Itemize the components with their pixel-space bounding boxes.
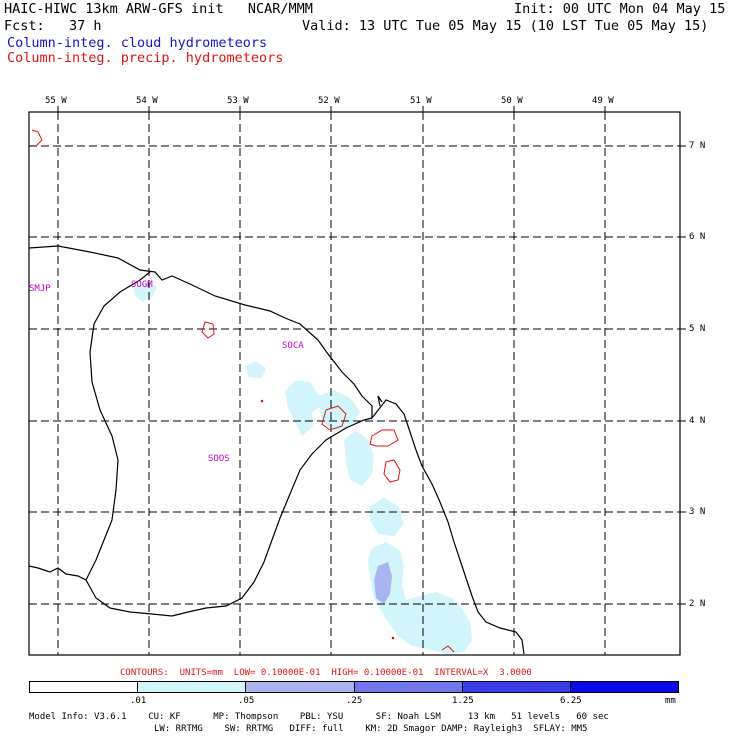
legend-precip: Column-integ. precip. hydrometeors xyxy=(7,50,284,66)
header-valid: Valid: 13 UTC Tue 05 May 15 (10 LST Tue … xyxy=(302,18,709,34)
cloud-patch xyxy=(374,562,392,604)
lon-label: 49 W xyxy=(592,96,614,106)
colorbar-tick: 6.25 xyxy=(560,696,582,706)
header-title: HAIC-HIWC 13km ARW-GFS init NCAR/MMM xyxy=(4,1,313,17)
precip-contours xyxy=(31,129,455,653)
lon-label: 54 W xyxy=(136,96,158,106)
map-frame xyxy=(28,111,681,656)
cloud-patch xyxy=(285,380,324,436)
cloud-shading xyxy=(134,282,472,654)
station-label: SMJP xyxy=(29,284,51,294)
colorbar-tick: .05 xyxy=(238,696,255,706)
precip-contour xyxy=(441,645,455,653)
colorbar xyxy=(29,681,679,693)
lon-label: 53 W xyxy=(227,96,249,106)
colorbar-cell xyxy=(30,682,139,692)
coastlines xyxy=(28,245,525,655)
lat-label: 4 N xyxy=(689,416,706,426)
lat-label: 2 N xyxy=(689,599,706,609)
cloud-patch xyxy=(245,361,266,378)
contour-info: CONTOURS: UNITS=mm LOW= 0.10000E-01 HIGH… xyxy=(120,668,532,678)
precip-contour xyxy=(369,429,399,447)
lat-label: 3 N xyxy=(689,507,706,517)
precip-contour xyxy=(31,129,43,147)
colorbar-tick: 1.25 xyxy=(452,696,474,706)
cloud-patch xyxy=(318,390,360,432)
lon-label: 55 W xyxy=(45,96,67,106)
precip-dot xyxy=(391,636,395,640)
colorbar-cell xyxy=(246,682,355,692)
model-info-line1: Model Info: V3.6.1 CU: KF MP: Thompson P… xyxy=(29,712,609,722)
cloud-patch xyxy=(370,498,404,536)
legend-cloud: Column-integ. cloud hydrometeors xyxy=(7,35,268,51)
precip-contour xyxy=(321,405,347,431)
cloud-patch xyxy=(368,542,472,654)
precip-contour xyxy=(201,321,215,339)
lat-label: 6 N xyxy=(689,232,706,242)
precip-contour xyxy=(383,459,401,483)
lat-label: 7 N xyxy=(689,141,706,151)
cloud-patch xyxy=(134,282,157,302)
header-forecast: Fcst: 37 h xyxy=(4,18,102,34)
station-label: SOCA xyxy=(282,341,304,351)
cloud-patch xyxy=(344,430,374,486)
colorbar-cell xyxy=(354,682,463,692)
model-info-line2: LW: RRTMG SW: RRTMG DIFF: full KM: 2D Sm… xyxy=(154,724,588,734)
station-label: SOGM xyxy=(131,280,153,290)
lat-label: 5 N xyxy=(689,324,706,334)
colorbar-tick: .01 xyxy=(130,696,147,706)
station-label: SOOS xyxy=(208,454,230,464)
header-init: Init: 00 UTC Mon 04 May 15 xyxy=(514,1,726,17)
lon-label: 52 W xyxy=(318,96,340,106)
lon-label: 50 W xyxy=(501,96,523,106)
lon-ticks xyxy=(57,106,606,112)
lon-label: 51 W xyxy=(410,96,432,106)
lat-ticks xyxy=(680,145,686,605)
colorbar-cell xyxy=(138,682,247,692)
colorbar-tick: .25 xyxy=(346,696,363,706)
precip-dot xyxy=(260,399,264,403)
colorbar-cell xyxy=(570,682,679,692)
colorbar-tick: mm xyxy=(665,696,676,706)
lat-lon-grid xyxy=(29,112,680,655)
colorbar-cell xyxy=(462,682,571,692)
